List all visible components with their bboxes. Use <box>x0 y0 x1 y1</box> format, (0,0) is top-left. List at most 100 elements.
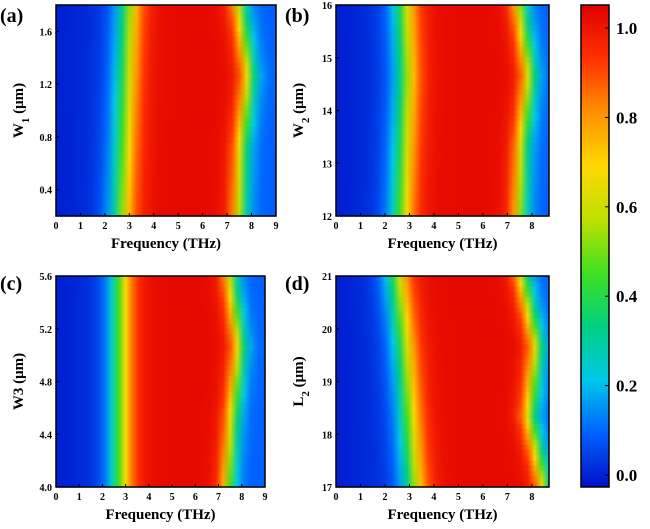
y-tick-label: 5.2 <box>40 325 53 336</box>
heatmap-row <box>336 115 549 122</box>
heatmap-row <box>336 10 549 17</box>
heatmap-row <box>56 20 276 27</box>
heatmap-row <box>56 41 276 48</box>
heatmap-row <box>336 157 549 164</box>
heatmap-row <box>336 312 549 319</box>
heatmap-row <box>56 57 276 64</box>
y-tick-label: 15 <box>322 54 332 65</box>
heatmap-row <box>336 110 549 117</box>
y-tick-label: 18 <box>322 430 332 441</box>
heatmap-row <box>56 365 265 372</box>
panel-a: 0 1 2 3 4 5 6 7 8 9 0.4 0.8 1.2 1.6 Frequency (THz) W1 … <box>0 4 279 252</box>
heatmap-row <box>56 147 276 154</box>
x-tick-label: 5 <box>176 221 181 232</box>
colorbar-tick-label: 0.2 <box>616 377 637 396</box>
heatmap-row <box>336 428 549 435</box>
x-tick-label: 7 <box>505 492 510 503</box>
heatmap-row <box>336 205 549 212</box>
heatmap-row <box>336 370 549 377</box>
x-tick-label: 4 <box>146 492 151 503</box>
x-tick-label: 0 <box>334 492 339 503</box>
heatmap-row <box>56 370 265 377</box>
heatmap-row <box>336 439 549 446</box>
heatmap-row <box>56 152 276 159</box>
heatmap-row <box>56 344 265 351</box>
colorbar-tick-label: 0.0 <box>616 466 637 485</box>
heatmap-row <box>336 413 549 420</box>
plot-frame <box>55 4 277 217</box>
heatmap-row <box>336 286 549 293</box>
heatmap-row <box>56 312 265 319</box>
heatmap-row <box>336 121 549 127</box>
heatmap-row <box>336 47 549 54</box>
heatmap-row <box>56 36 276 43</box>
x-tick-label: 6 <box>193 492 198 503</box>
heatmap-row <box>336 36 549 43</box>
x-tick-label: 5 <box>170 492 175 503</box>
heatmap-row <box>56 328 265 335</box>
heatmap-row <box>56 126 276 133</box>
y-tick-label: 5.6 <box>40 272 53 283</box>
y-tick-label: 4.0 <box>40 483 53 494</box>
heatmap-row <box>56 481 265 488</box>
heatmap-row <box>56 99 276 106</box>
heatmap-row <box>336 318 549 325</box>
heatmap-row <box>336 307 549 314</box>
heatmap-row <box>56 397 265 404</box>
panel-c: 0 1 2 3 4 5 6 7 8 9 4.0 4.4 4.8 5.2 5.6 Frequency (THz)… <box>0 272 268 523</box>
heatmap-row <box>336 434 549 441</box>
heatmap-row <box>56 110 276 117</box>
heatmap-row <box>336 184 549 191</box>
heatmap-row <box>56 121 276 127</box>
heatmap-row <box>336 163 549 170</box>
x-tick-label: 6 <box>200 221 205 232</box>
heatmap-row <box>56 297 265 303</box>
x-axis-title: Frequency (THz) <box>111 236 221 252</box>
heatmap-row <box>56 334 265 340</box>
heatmap-row <box>336 210 549 217</box>
heatmap-row <box>336 173 549 180</box>
heatmap-row <box>56 455 265 462</box>
heatmap-row <box>56 184 276 191</box>
x-tick-label: 7 <box>216 492 221 503</box>
heatmap-row <box>336 73 549 80</box>
heatmap-row <box>336 99 549 106</box>
heatmap-row <box>336 323 549 330</box>
heatmap-row <box>336 365 549 372</box>
heatmap-row <box>56 5 276 11</box>
heatmap-row <box>56 460 265 467</box>
heatmap-row <box>336 52 549 59</box>
heatmap-row <box>336 407 549 414</box>
x-tick-label: 6 <box>480 492 485 503</box>
x-tick-label: 2 <box>100 492 105 503</box>
heatmap-row <box>56 131 276 138</box>
heatmap-row <box>56 302 265 309</box>
y-tick-label: 16 <box>322 1 332 12</box>
heatmap-row <box>56 402 265 409</box>
heatmap-row <box>56 68 276 75</box>
heatmap-row <box>336 444 549 451</box>
x-tick-label: 3 <box>127 221 132 232</box>
heatmap-row <box>56 10 276 17</box>
heatmap-row <box>56 476 265 483</box>
x-tick-label: 4 <box>431 221 436 232</box>
y-tick-label: 1.2 <box>40 80 53 91</box>
heatmap-row <box>56 189 276 196</box>
heatmap-row <box>336 78 549 85</box>
y-tick-label: 19 <box>322 378 332 389</box>
heatmap-row <box>336 281 549 288</box>
heatmap-row <box>336 68 549 75</box>
x-tick-label: 1 <box>358 221 363 232</box>
heatmap-row <box>56 26 276 32</box>
heatmap-row <box>336 152 549 159</box>
x-tick-label: 8 <box>529 221 534 232</box>
heatmap-row <box>56 281 265 288</box>
colorbar-gradient <box>580 4 610 488</box>
heatmap-row <box>56 349 265 356</box>
heatmap-row <box>56 360 265 367</box>
panel-label: (c) <box>0 273 22 295</box>
heatmap-row <box>336 302 549 309</box>
heatmap-row <box>56 381 265 388</box>
y-tick-label: 4.8 <box>40 378 53 389</box>
